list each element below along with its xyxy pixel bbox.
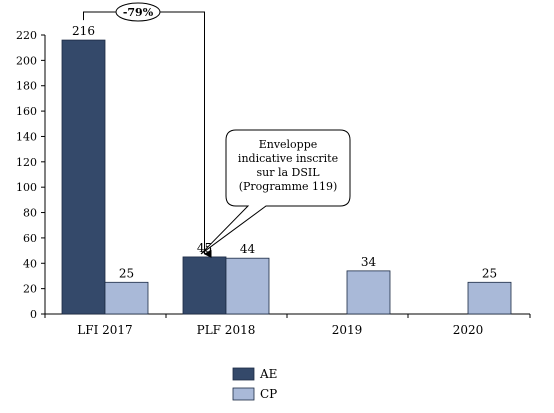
x-tick-label: PLF 2018 <box>197 323 256 337</box>
bar-cp-4 <box>467 281 512 315</box>
y-axis: 0 20 40 60 80 100 120 140 160 180 200 220 <box>16 29 46 321</box>
y-tick-label: 120 <box>16 156 37 169</box>
y-tick-label: 20 <box>23 283 37 296</box>
bar-cp-2 <box>225 257 270 315</box>
callout-line: indicative inscrite <box>238 152 338 165</box>
y-tick-label: 180 <box>16 80 37 93</box>
callout-line: sur la DSIL <box>256 166 320 179</box>
bars <box>61 39 512 315</box>
legend: AE CP <box>232 367 277 401</box>
y-tick-label: 160 <box>16 105 37 118</box>
data-label-cp-2: 44 <box>240 242 256 256</box>
change-ellipse <box>115 2 161 22</box>
legend-swatch-ae <box>232 367 255 381</box>
change-label: -79% <box>123 6 154 19</box>
legend-label-cp: CP <box>260 387 277 401</box>
data-label-cp-3: 34 <box>361 255 377 269</box>
y-tick-label: 60 <box>23 232 37 245</box>
change-annotation: -79% <box>83 2 212 258</box>
legend-swatch-cp <box>232 387 255 401</box>
data-label-cp-4: 25 <box>482 266 497 280</box>
callout-line: Enveloppe <box>259 138 318 151</box>
y-tick-label: 140 <box>16 130 37 143</box>
y-tick-label: 100 <box>16 181 37 194</box>
bar-ae-2 <box>182 256 227 315</box>
callout-bubble <box>200 129 351 255</box>
y-tick-label: 80 <box>23 207 37 220</box>
x-axis: LFI 2017 PLF 2018 2019 2020 <box>44 313 531 337</box>
y-tick-label: 40 <box>23 257 37 270</box>
x-tick-label: 2019 <box>332 323 363 337</box>
callout-line: (Programme 119) <box>239 180 338 193</box>
y-tick-label: 200 <box>16 54 37 67</box>
data-label-ae-1: 216 <box>72 24 95 38</box>
bar-ae-1 <box>61 39 106 315</box>
x-tick-label: 2020 <box>453 323 484 337</box>
x-tick-label: LFI 2017 <box>77 323 132 337</box>
data-label-cp-1: 25 <box>119 266 134 280</box>
legend-label-ae: AE <box>259 367 277 381</box>
bar-cp-3 <box>346 270 391 315</box>
y-tick-label: 220 <box>16 29 37 42</box>
y-tick-label: 0 <box>30 308 37 321</box>
bar-cp-1 <box>104 281 149 315</box>
